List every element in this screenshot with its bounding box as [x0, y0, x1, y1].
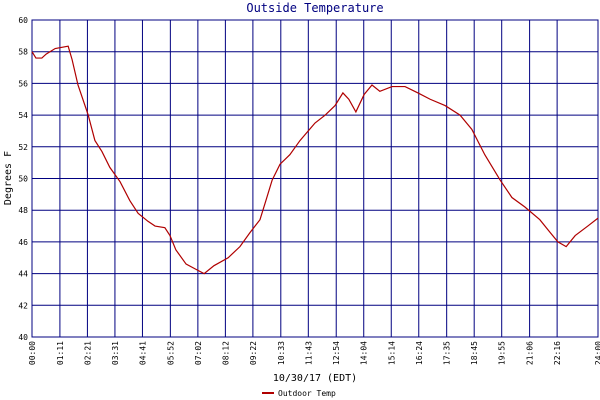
- x-tick-label: 16:24: [415, 341, 424, 365]
- x-tick-label: 24:00: [594, 341, 600, 365]
- chart-title: Outside Temperature: [246, 1, 383, 15]
- y-tick-label: 46: [18, 238, 28, 247]
- series-line: [31, 45, 599, 275]
- y-tick-label: 54: [18, 111, 28, 120]
- x-tick-label: 17:35: [443, 341, 452, 365]
- x-tick-label: 05:52: [166, 341, 175, 365]
- y-tick-label: 58: [18, 48, 28, 57]
- x-tick-label: 07:02: [194, 341, 203, 365]
- x-axis-label: 10/30/17 (EDT): [273, 373, 357, 384]
- x-tick-label: 12:54: [332, 341, 341, 365]
- x-tick-label: 02:21: [83, 341, 92, 365]
- x-tick-label: 15:14: [387, 341, 396, 365]
- x-tick-label: 09:22: [249, 341, 258, 365]
- y-tick-label: 60: [18, 16, 28, 25]
- x-tick-label: 00:00: [28, 341, 37, 365]
- plot-border: [31, 19, 599, 338]
- x-tick-label: 11:43: [304, 341, 313, 365]
- x-tick-label: 22:16: [553, 341, 562, 365]
- x-tick-label: 18:45: [470, 341, 479, 365]
- y-axis-label: Degrees F: [3, 151, 14, 205]
- x-tick-label: 08:12: [221, 341, 230, 365]
- y-tick-label: 56: [18, 79, 28, 88]
- x-tick-label: 03:31: [111, 341, 120, 365]
- x-tick-label: 21:06: [526, 341, 535, 365]
- y-tick-label: 50: [18, 175, 28, 184]
- y-tick-label: 40: [18, 333, 28, 342]
- legend-label: Outdoor Temp: [278, 389, 336, 398]
- x-tick-label: 04:41: [138, 341, 147, 365]
- x-tick-label: 10:33: [277, 341, 286, 365]
- y-tick-label: 44: [18, 270, 28, 279]
- y-tick-label: 48: [18, 206, 28, 215]
- y-tick-label: 42: [18, 301, 28, 310]
- x-tick-label: 01:11: [56, 341, 65, 365]
- x-tick-label: 14:04: [360, 341, 369, 365]
- x-tick-label: 19:55: [498, 341, 507, 365]
- y-tick-label: 52: [18, 143, 28, 152]
